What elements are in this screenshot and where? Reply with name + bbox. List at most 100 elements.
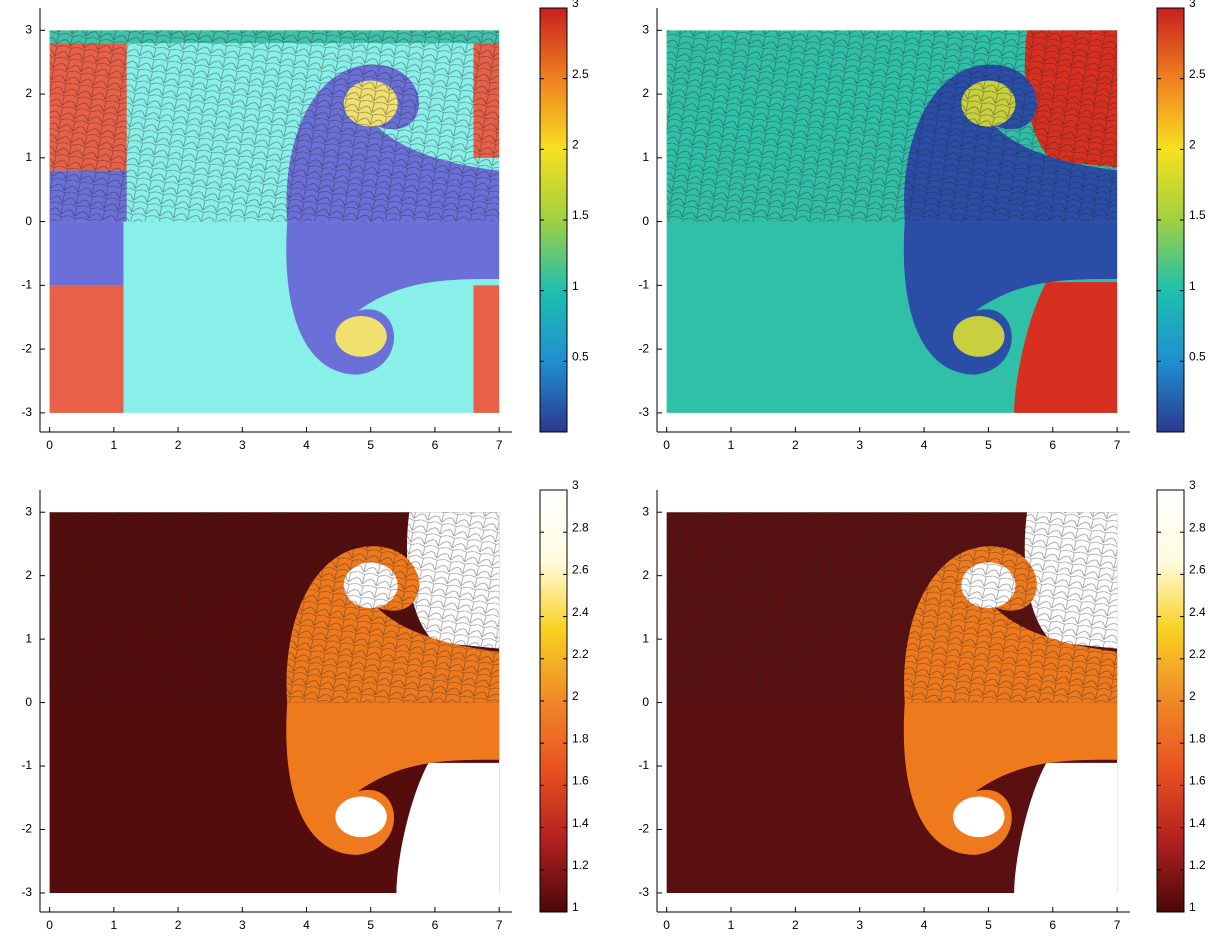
y-tick-label: 1 <box>25 150 32 164</box>
y-tick-label: 0 <box>25 695 32 709</box>
y-tick-label: 1 <box>25 631 32 645</box>
colorbar-tick-label: 2.4 <box>572 605 589 619</box>
x-tick-label: 6 <box>432 918 439 932</box>
x-tick-label: 1 <box>111 438 118 452</box>
colorbar-tick-label: 1.4 <box>1189 816 1206 830</box>
colorbar-tick-label: 3 <box>1189 0 1196 10</box>
colorbar-tick-label: 0.5 <box>572 350 589 364</box>
x-tick-label: 5 <box>985 918 992 932</box>
y-tick-label: 3 <box>25 22 32 36</box>
y-tick-label: 0 <box>642 214 649 228</box>
colorbar-tick-label: 2 <box>572 689 579 703</box>
x-tick-label: 3 <box>239 918 246 932</box>
y-tick-label: -1 <box>638 758 649 772</box>
y-tick-label: -3 <box>21 405 32 419</box>
y-tick-label: -2 <box>638 341 649 355</box>
colorbar-tick-label: 2 <box>1189 138 1196 152</box>
y-tick-label: 0 <box>25 214 32 228</box>
x-tick-label: 7 <box>1114 918 1121 932</box>
colorbar-tick-label: 3 <box>572 478 579 492</box>
mesh-overlay <box>49 30 500 222</box>
x-tick-label: 7 <box>496 438 503 452</box>
y-tick-label: -1 <box>638 278 649 292</box>
y-tick-label: 1 <box>642 150 649 164</box>
colorbar-tick-label: 2 <box>572 138 579 152</box>
colorbar-tick-label: 1.6 <box>572 774 589 788</box>
colorbar-tick-label: 2.8 <box>1189 520 1206 534</box>
x-tick-label: 6 <box>1049 918 1056 932</box>
x-tick-label: 1 <box>111 918 118 932</box>
x-tick-label: 3 <box>856 438 863 452</box>
x-tick-label: 2 <box>175 438 182 452</box>
x-tick-label: 6 <box>432 438 439 452</box>
y-tick-label: 3 <box>642 504 649 518</box>
y-tick-label: -1 <box>21 758 32 772</box>
colorbar <box>1156 7 1185 433</box>
mesh-overlay <box>49 512 500 703</box>
colorbar-tick-label: 1.2 <box>572 858 589 872</box>
colorbar-tick-label: 2.6 <box>1189 563 1206 577</box>
y-tick-label: 3 <box>25 504 32 518</box>
x-tick-label: 5 <box>367 438 374 452</box>
x-tick-label: 4 <box>921 918 928 932</box>
x-tick-label: 5 <box>985 438 992 452</box>
y-tick-label: -2 <box>21 822 32 836</box>
x-tick-label: 4 <box>303 918 310 932</box>
colorbar-tick-label: 2.6 <box>572 563 589 577</box>
colorbar <box>539 7 568 433</box>
mesh-overlay <box>666 512 1118 703</box>
x-tick-label: 7 <box>496 918 503 932</box>
y-tick-label: 0 <box>642 695 649 709</box>
colorbar-tick-label: 2.8 <box>572 520 589 534</box>
y-tick-label: 3 <box>642 22 649 36</box>
colorbar-tick-label: 1 <box>572 900 579 914</box>
colorbar-tick-label: 1 <box>1189 279 1196 293</box>
x-tick-label: 0 <box>46 438 53 452</box>
x-tick-label: 4 <box>921 438 928 452</box>
x-tick-label: 3 <box>856 918 863 932</box>
colorbar-tick-label: 1.2 <box>1189 858 1206 872</box>
colorbar-tick-label: 1 <box>572 279 579 293</box>
y-tick-label: -3 <box>638 885 649 899</box>
colorbar-tick-label: 1.4 <box>572 816 589 830</box>
x-tick-label: 3 <box>239 438 246 452</box>
x-tick-label: 4 <box>303 438 310 452</box>
colorbar-tick-label: 2 <box>1189 689 1196 703</box>
x-tick-label: 2 <box>175 918 182 932</box>
colorbar-tick-label: 3 <box>572 0 579 10</box>
mesh-overlay <box>666 30 1118 222</box>
x-tick-label: 1 <box>728 918 735 932</box>
colorbar-tick-label: 1.8 <box>1189 731 1206 745</box>
y-tick-label: -1 <box>21 278 32 292</box>
y-tick-label: 1 <box>642 631 649 645</box>
x-tick-label: 2 <box>792 438 799 452</box>
x-tick-label: 1 <box>728 438 735 452</box>
colorbar <box>539 489 568 913</box>
x-tick-label: 6 <box>1049 438 1056 452</box>
y-tick-label: -3 <box>638 405 649 419</box>
x-tick-label: 2 <box>792 918 799 932</box>
x-tick-label: 0 <box>663 438 670 452</box>
y-tick-label: 2 <box>25 568 32 582</box>
x-tick-label: 0 <box>46 918 53 932</box>
x-tick-label: 0 <box>663 918 670 932</box>
colorbar <box>1156 489 1185 913</box>
colorbar-tick-label: 0.5 <box>1189 350 1206 364</box>
y-tick-label: 2 <box>642 86 649 100</box>
y-tick-label: -2 <box>638 822 649 836</box>
y-tick-label: -3 <box>21 885 32 899</box>
colorbar-tick-label: 1.5 <box>1189 208 1206 222</box>
y-tick-label: 2 <box>642 568 649 582</box>
colorbar-tick-label: 1.5 <box>572 208 589 222</box>
x-tick-label: 7 <box>1114 438 1121 452</box>
colorbar-tick-label: 3 <box>1189 478 1196 492</box>
x-tick-label: 5 <box>367 918 374 932</box>
y-tick-label: 2 <box>25 86 32 100</box>
colorbar-tick-label: 2.4 <box>1189 605 1206 619</box>
colorbar-tick-label: 2.5 <box>1189 67 1206 81</box>
y-tick-label: -2 <box>21 341 32 355</box>
colorbar-tick-label: 1.8 <box>572 731 589 745</box>
colorbar-tick-label: 1.6 <box>1189 774 1206 788</box>
colorbar-tick-label: 1 <box>1189 900 1196 914</box>
